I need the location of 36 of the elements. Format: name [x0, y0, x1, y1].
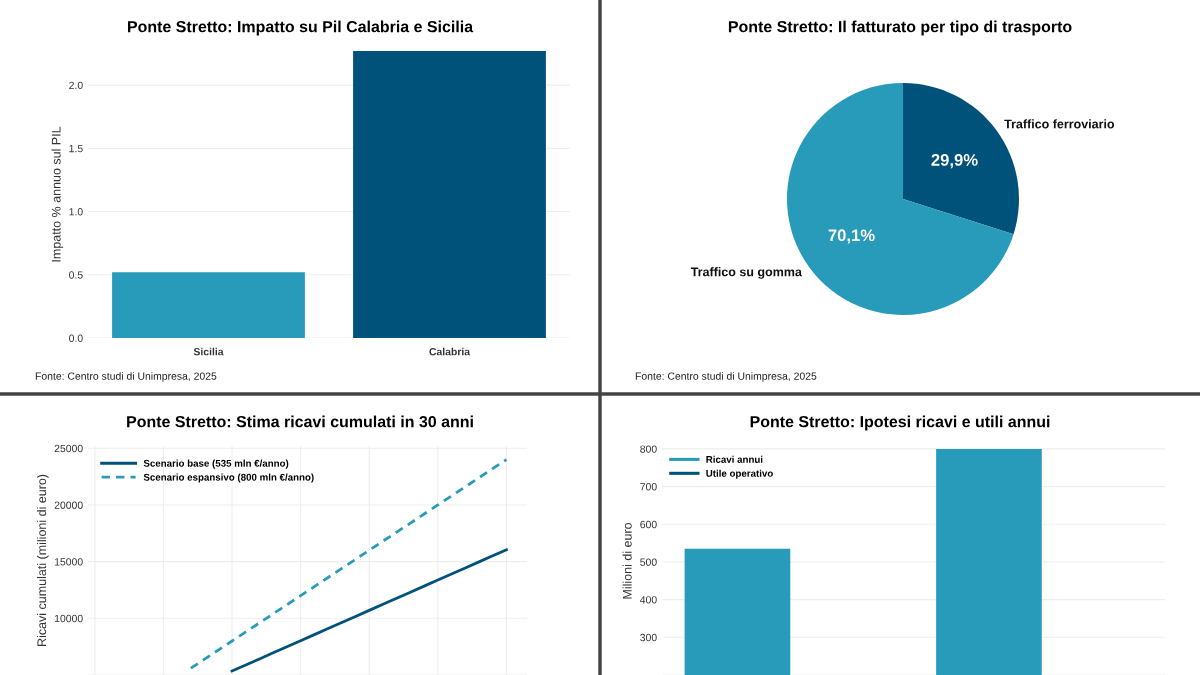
y-tick-label: 700: [640, 483, 657, 491]
chart-title: Ponte Stretto: Ipotesi ricavi e utili annui: [750, 415, 1050, 431]
chart-title: Ponte Stretto: Stima ricavi cumulati in 30 anni: [127, 415, 473, 428]
source-note: Fonte: Centro studi di Unimpresa, 2025: [635, 372, 817, 382]
y-tick-label: 10000: [54, 614, 83, 623]
slice-label: Traffico su gomma: [690, 267, 802, 279]
y-tick-label: 500: [640, 558, 657, 566]
slice-label: Traffico ferroviario: [1004, 119, 1115, 129]
data-label: 70,1%: [828, 229, 875, 244]
legend-label: Scenario base (535 mln €/anno): [143, 459, 289, 469]
legend-label: Ricavi annui: [706, 455, 763, 463]
y-tick-label: 300: [640, 633, 657, 642]
y-tick-label: 400: [640, 596, 657, 604]
chart-title: Ponte Stretto: Il fatturato per tipo di trasporto: [728, 20, 1072, 36]
y-tick-label: 15000: [54, 558, 83, 566]
y-tick-label: 1.5: [69, 144, 83, 153]
y-tick-label: 25000: [54, 444, 83, 453]
y-tick-label: 600: [640, 520, 657, 529]
data-label: 29,9%: [931, 154, 978, 169]
y-tick-label: 800: [640, 445, 657, 453]
x-tick-label: Sicilia: [193, 347, 224, 356]
y-tick-label: 20000: [54, 501, 83, 509]
line-series: [189, 458, 508, 670]
legend-label: Scenario espansivo (800 mln €/anno): [143, 473, 314, 483]
y-axis-title: Ricavi cumulati (milioni di euro): [36, 474, 49, 646]
y-axis-title: Milioni di euro: [622, 522, 632, 599]
y-axis-title: Impatto % annuo sul PIL: [51, 126, 64, 262]
y-tick-label: 1.0: [69, 208, 83, 216]
y-tick-label: 0.0: [69, 334, 83, 342]
line-series: [230, 548, 508, 673]
chart-title: Ponte Stretto: Impatto su Pil Calabria e Sicilia: [128, 20, 474, 36]
legend-label: Utile operativo: [706, 469, 773, 479]
source-note: Fonte: Centro studi di Unimpresa, 2025: [35, 372, 217, 382]
x-tick-label: Calabria: [429, 347, 471, 356]
y-tick-label: 2.0: [69, 81, 83, 90]
y-tick-label: 0.5: [69, 271, 83, 279]
